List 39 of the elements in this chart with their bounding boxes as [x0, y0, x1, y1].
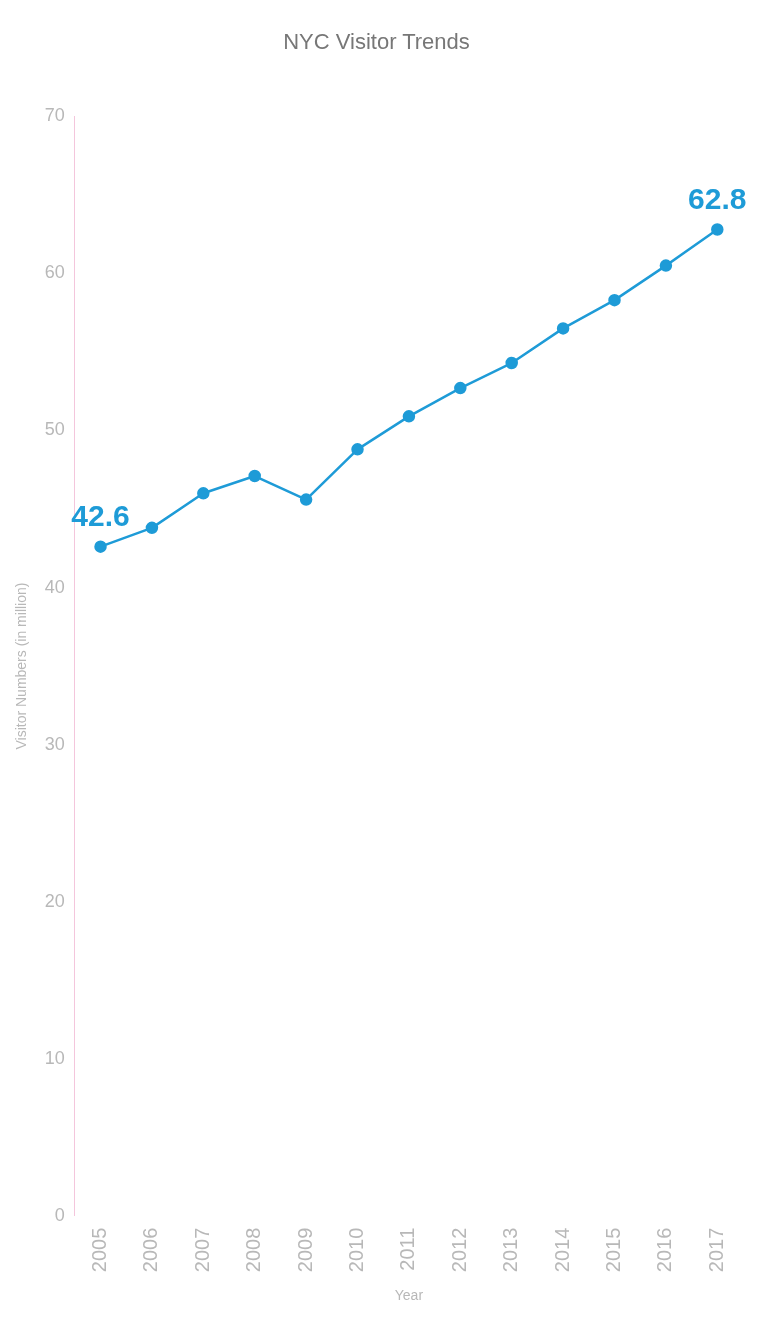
y-tick-label: 10	[44, 1047, 65, 1068]
point	[454, 381, 467, 395]
data-label: 42.6	[71, 498, 130, 532]
point	[505, 356, 518, 370]
x-tick-label: 2017	[704, 1227, 727, 1273]
point	[145, 521, 159, 535]
y-tick-label: 30	[44, 733, 65, 754]
point	[608, 293, 621, 307]
y-tick-label: 70	[44, 105, 65, 126]
x-tick-label: 2008	[242, 1227, 265, 1273]
point	[351, 443, 364, 456]
x-tick-label: 2013	[499, 1227, 522, 1273]
y-tick-label: 40	[44, 576, 65, 597]
x-tick-label: 2012	[447, 1227, 470, 1273]
point	[197, 487, 210, 500]
x-tick-label: 2011	[396, 1227, 419, 1271]
chart-title: NYC Visitor Trends	[283, 29, 470, 55]
x-tick-label: 2009	[293, 1227, 316, 1273]
x-tick-label: 2016	[653, 1227, 676, 1273]
point	[299, 493, 313, 506]
data-label: 62.8	[688, 181, 747, 215]
x-tick-label: 2006	[139, 1227, 162, 1273]
point	[402, 410, 416, 423]
x-axis-title: Year	[394, 1287, 424, 1304]
y-tick-label: 20	[44, 890, 65, 911]
point	[711, 223, 724, 236]
point	[94, 540, 107, 553]
x-tick-label: 2007	[190, 1227, 213, 1273]
point	[556, 322, 570, 335]
point	[248, 469, 261, 483]
y-tick-label: 50	[44, 419, 65, 440]
x-tick-label: 2015	[602, 1227, 625, 1273]
y-tick-label: 0	[54, 1204, 65, 1225]
x-tick-label: 2005	[88, 1227, 111, 1273]
point	[659, 259, 673, 272]
y-tick-label: 60	[44, 262, 65, 283]
x-tick-label: 2010	[345, 1227, 368, 1273]
x-tick-label: 2014	[550, 1227, 573, 1273]
y-axis-title: Visitor Numbers (in million)	[13, 582, 30, 750]
